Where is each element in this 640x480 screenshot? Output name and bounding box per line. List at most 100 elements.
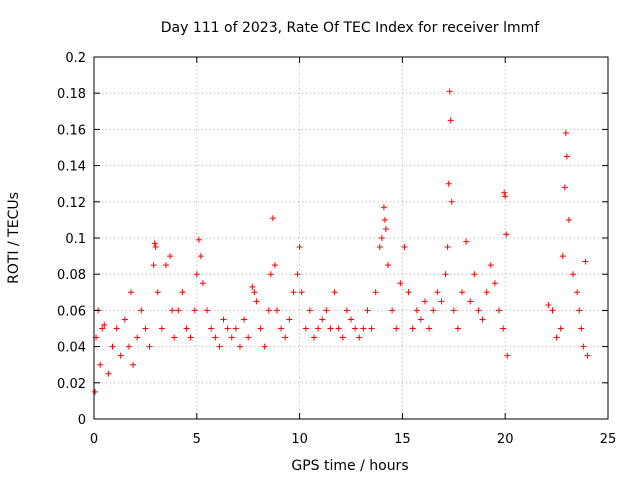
data-point — [545, 301, 552, 308]
data-point — [134, 334, 141, 341]
x-tick-label: 20 — [497, 432, 514, 447]
data-point — [348, 316, 354, 323]
data-point — [467, 298, 474, 305]
data-point — [142, 325, 149, 332]
y-tick-label: 0 — [78, 413, 86, 428]
data-point — [501, 189, 508, 196]
data-point — [352, 325, 359, 332]
data-point — [306, 307, 313, 314]
data-point — [265, 307, 272, 314]
data-point — [385, 262, 392, 269]
data-point — [236, 343, 243, 350]
data-point — [245, 334, 252, 341]
data-point — [503, 231, 510, 238]
data-point — [381, 216, 388, 223]
data-point — [92, 388, 99, 395]
data-point — [376, 244, 383, 251]
data-point — [502, 193, 509, 200]
data-point — [199, 280, 206, 287]
data-point — [150, 262, 157, 269]
data-point — [191, 307, 198, 314]
data-point — [151, 240, 158, 247]
data-point — [271, 262, 278, 269]
data-point — [339, 334, 346, 341]
data-point — [576, 307, 583, 314]
data-point — [319, 316, 326, 323]
data-point — [171, 334, 178, 341]
data-point — [417, 316, 424, 323]
data-point — [175, 307, 182, 314]
data-point — [446, 88, 453, 95]
y-tick-label: 0.08 — [57, 268, 86, 283]
data-point — [343, 307, 350, 314]
data-point — [154, 289, 161, 296]
data-point — [204, 307, 211, 314]
data-point — [253, 298, 260, 305]
data-point — [479, 316, 486, 323]
data-point — [169, 307, 176, 314]
y-tick-label: 0.18 — [57, 87, 86, 102]
chart-title: Day 111 of 2023, Rate Of TEC Index for r… — [161, 20, 541, 36]
x-tick-label: 25 — [600, 432, 617, 447]
grid — [94, 57, 608, 419]
data-point — [195, 236, 202, 243]
data-point — [105, 370, 112, 377]
data-point — [267, 271, 274, 278]
data-point — [278, 325, 285, 332]
data-point — [187, 334, 194, 341]
data-point — [393, 325, 400, 332]
data-point — [409, 325, 416, 332]
data-point — [232, 325, 239, 332]
data-point — [193, 271, 200, 278]
data-point — [413, 307, 420, 314]
data-point — [448, 198, 455, 205]
data-point — [109, 343, 116, 350]
data-point — [130, 361, 137, 368]
data-point — [397, 280, 404, 287]
data-point — [475, 307, 482, 314]
data-point — [450, 307, 457, 314]
data-point — [491, 280, 498, 287]
y-tick-label: 0.02 — [57, 377, 86, 392]
data-point — [389, 307, 396, 314]
data-point — [167, 253, 174, 260]
data-point — [251, 289, 258, 296]
data-point — [208, 325, 215, 332]
data-point — [183, 325, 190, 332]
data-point — [212, 334, 219, 341]
data-point — [296, 244, 303, 251]
data-point — [504, 352, 511, 359]
data-point — [273, 307, 280, 314]
x-tick-label: 10 — [291, 432, 308, 447]
data-point — [557, 325, 564, 332]
data-point — [442, 271, 449, 278]
data-point — [331, 289, 338, 296]
data-point — [179, 289, 186, 296]
data-point — [121, 316, 128, 323]
data-point — [496, 307, 503, 314]
data-point — [434, 289, 441, 296]
data-point — [286, 316, 293, 323]
data-point — [574, 289, 581, 296]
data-point — [559, 253, 566, 260]
data-point — [152, 244, 159, 251]
data-point — [584, 352, 591, 359]
data-point — [158, 325, 165, 332]
data-point — [405, 289, 412, 296]
data-point — [380, 204, 387, 211]
data-point — [101, 321, 108, 328]
data-point — [216, 343, 223, 350]
data-point — [445, 180, 452, 187]
data-point — [249, 283, 256, 290]
data-point — [430, 307, 437, 314]
y-tick-label: 0.1 — [65, 232, 86, 247]
data-point — [220, 316, 227, 323]
data-point — [562, 130, 569, 137]
x-tick-label: 15 — [394, 432, 411, 447]
data-point — [500, 325, 507, 332]
y-tick-label: 0.2 — [65, 51, 86, 66]
x-axis-label: GPS time / hours — [291, 458, 408, 474]
data-point — [471, 271, 478, 278]
data-point — [257, 325, 264, 332]
